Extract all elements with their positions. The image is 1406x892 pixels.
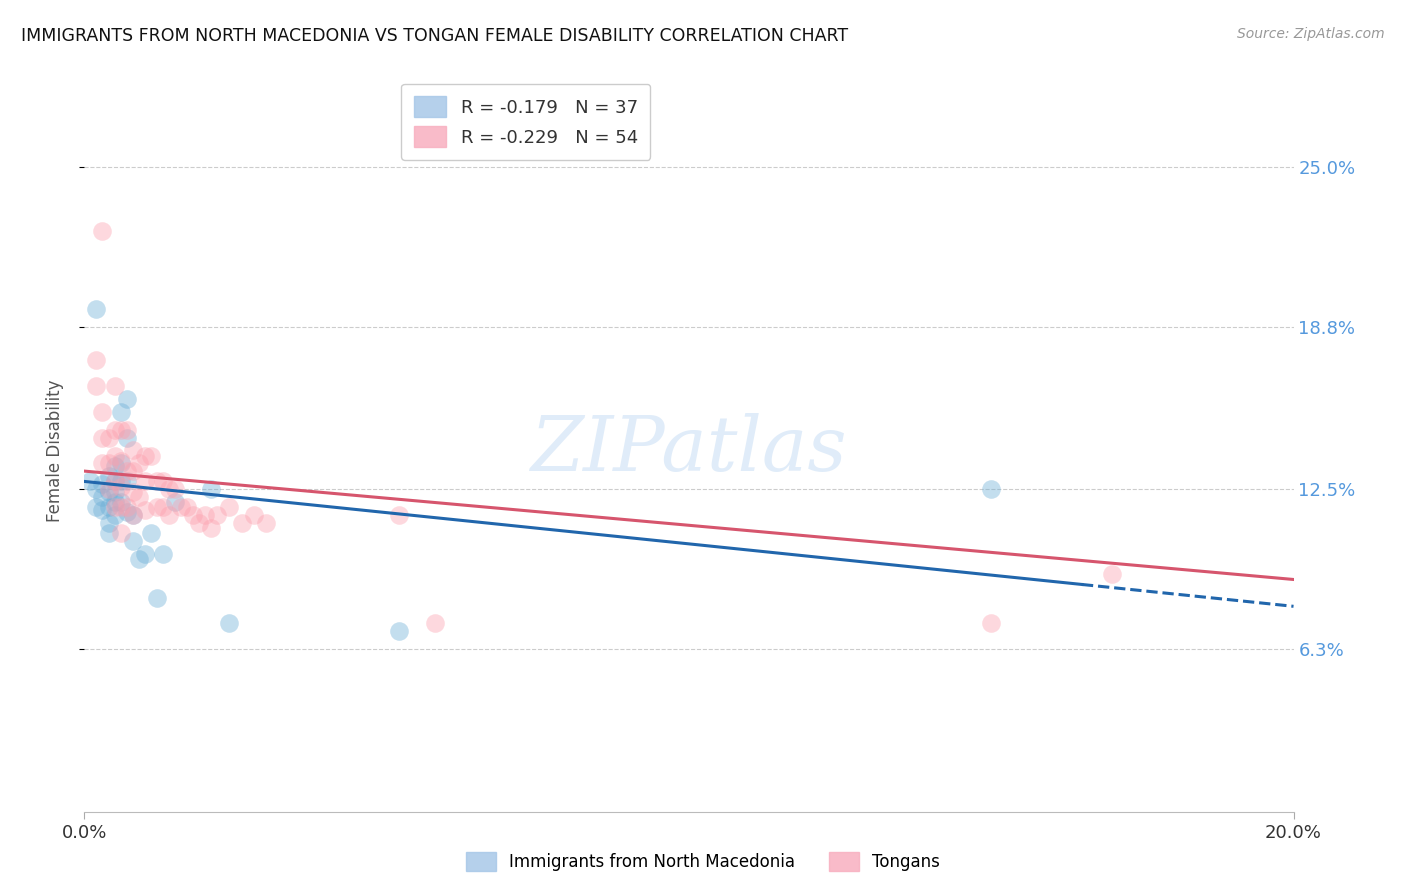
Point [97, 431, 120, 445]
Point [104, 508, 127, 522]
Point [97, 482, 120, 496]
Point [91, 503, 114, 517]
Point [218, 500, 240, 515]
Point [139, 526, 162, 541]
Point [110, 480, 132, 494]
Point [110, 423, 132, 437]
Point [104, 495, 127, 509]
Point [115, 431, 138, 445]
Point [254, 516, 277, 530]
Point [146, 475, 169, 489]
Point [104, 484, 127, 499]
Point [170, 500, 193, 515]
Point [152, 547, 174, 561]
Point [110, 495, 132, 509]
Point [110, 456, 132, 470]
Point [86, 353, 108, 368]
Point [139, 449, 162, 463]
Point [115, 464, 138, 478]
Point [97, 516, 120, 530]
Point [165, 482, 187, 496]
Text: Source: ZipAtlas.com: Source: ZipAtlas.com [1237, 27, 1385, 41]
Point [242, 508, 264, 522]
Point [121, 484, 143, 499]
Point [104, 475, 127, 489]
Point [194, 508, 217, 522]
Point [207, 508, 229, 522]
Point [134, 547, 156, 561]
Point [115, 505, 138, 519]
Point [104, 423, 127, 437]
Point [128, 551, 150, 566]
Point [200, 521, 222, 535]
Point [980, 482, 1002, 496]
Point [91, 490, 114, 504]
Point [91, 224, 114, 238]
Legend: R = -0.179   N = 37, R = -0.229   N = 54: R = -0.179 N = 37, R = -0.229 N = 54 [401, 84, 651, 160]
Point [110, 500, 132, 515]
Point [121, 508, 143, 522]
Point [104, 458, 127, 473]
Point [97, 500, 120, 515]
Point [115, 475, 138, 489]
Point [110, 405, 132, 419]
Point [128, 456, 150, 470]
Point [104, 500, 127, 515]
Point [152, 475, 174, 489]
Point [146, 591, 169, 605]
Point [86, 379, 108, 393]
Point [97, 484, 120, 499]
Point [146, 500, 169, 515]
Point [165, 495, 187, 509]
Point [121, 533, 143, 548]
Text: ZIPatlas: ZIPatlas [530, 414, 848, 487]
Point [115, 392, 138, 406]
Point [200, 482, 222, 496]
Point [115, 423, 138, 437]
Point [121, 464, 143, 478]
Point [188, 516, 211, 530]
Point [97, 526, 120, 541]
Legend: Immigrants from North Macedonia, Tongans: Immigrants from North Macedonia, Tongans [458, 843, 948, 880]
Point [121, 443, 143, 458]
Point [157, 508, 180, 522]
Point [152, 500, 174, 515]
Point [110, 454, 132, 468]
Text: IMMIGRANTS FROM NORTH MACEDONIA VS TONGAN FEMALE DISABILITY CORRELATION CHART: IMMIGRANTS FROM NORTH MACEDONIA VS TONGA… [21, 27, 848, 45]
Point [86, 500, 108, 515]
Point [91, 405, 114, 419]
Point [97, 456, 120, 470]
Point [121, 508, 143, 522]
Point [79, 475, 101, 489]
Point [104, 379, 127, 393]
Point [181, 508, 204, 522]
Point [134, 503, 156, 517]
Point [157, 482, 180, 496]
Point [218, 616, 240, 631]
Point [388, 624, 411, 639]
Point [128, 490, 150, 504]
Point [104, 475, 127, 489]
Point [104, 449, 127, 463]
Point [423, 616, 446, 631]
Point [176, 500, 198, 515]
Point [97, 469, 120, 483]
Point [1101, 567, 1123, 582]
Point [134, 449, 156, 463]
Y-axis label: Female Disability: Female Disability [45, 379, 63, 522]
Point [91, 477, 114, 491]
Point [231, 516, 253, 530]
Point [86, 301, 108, 316]
Point [980, 616, 1002, 631]
Point [388, 508, 411, 522]
Point [134, 475, 156, 489]
Point [91, 456, 114, 470]
Point [86, 482, 108, 496]
Point [91, 431, 114, 445]
Point [115, 500, 138, 515]
Point [110, 475, 132, 489]
Point [110, 526, 132, 541]
